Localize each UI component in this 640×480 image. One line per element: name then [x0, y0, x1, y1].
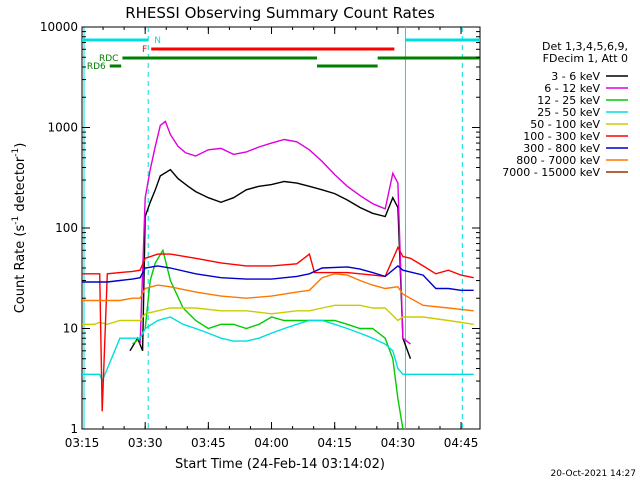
legend-label-6: 300 - 800 keV: [523, 142, 600, 155]
flag-label-f: F: [142, 45, 147, 55]
series-line-5: [82, 245, 474, 412]
legend-label-4: 50 - 100 keV: [530, 118, 600, 131]
legend-header-1: FDecim 1, Att 0: [543, 52, 628, 65]
series-line-0: [129, 168, 412, 360]
legend-label-8: 7000 - 15000 keV: [502, 166, 600, 179]
y-tick-label-2: 100: [55, 221, 78, 235]
footer-timestamp: 20-Oct-2021 14:27: [551, 469, 636, 479]
flag-label-rdc: RDC: [99, 54, 118, 64]
x-tick-label-6: 04:45: [444, 436, 479, 450]
series-line-4: [82, 304, 474, 326]
flag-label-rd6: RD6: [87, 62, 106, 72]
series-line-1: [139, 120, 411, 345]
y-axis-label: Count Rate (s-1 detector-1): [11, 143, 28, 314]
legend-label-5: 100 - 300 keV: [523, 130, 600, 143]
series-line-3: [82, 316, 474, 383]
y-axis-label-middle: detector: [13, 156, 28, 216]
series-line-7: [82, 273, 474, 312]
x-axis-label: Start Time (24-Feb-14 03:14:02): [175, 457, 385, 472]
legend-label-1: 6 - 12 keV: [544, 82, 600, 95]
legend: Det 1,3,4,5,6,9,FDecim 1, Att 0 3 - 6 keV…: [502, 40, 628, 179]
legend-label-7: 800 - 7000 keV: [516, 154, 600, 167]
axis-ticks: 03:15 03:30 03:45 04:00 04:15 04:30 04:45 1 10 10…: [40, 20, 480, 450]
y-tick-label-3: 1000: [47, 121, 78, 135]
series-line-2: [132, 248, 404, 430]
flag-label-n: N: [154, 36, 161, 46]
y-tick-label-1: 10: [63, 322, 78, 336]
series-line-6: [82, 264, 474, 291]
x-tick-label-5: 04:30: [381, 436, 416, 450]
x-tick-label-1: 03:30: [128, 436, 163, 450]
chart-title: RHESSI Observing Summary Count Rates: [125, 4, 435, 22]
y-axis-label-exponent-2: -1: [11, 148, 21, 157]
x-tick-label-3: 04:00: [254, 436, 289, 450]
y-tick-label-4: 10000: [40, 20, 78, 34]
x-tick-label-4: 04:15: [317, 436, 352, 450]
x-tick-label-2: 03:45: [191, 436, 226, 450]
y-axis-label-main: Count Rate (s: [13, 225, 28, 314]
legend-label-0: 3 - 6 keV: [551, 70, 600, 83]
legend-header-0: Det 1,3,4,5,6,9,: [542, 40, 628, 53]
x-tick-label-0: 03:15: [65, 436, 100, 450]
y-axis-label-exponent-1: -1: [11, 216, 21, 225]
legend-label-2: 12 - 25 keV: [537, 94, 600, 107]
y-axis-label-close: ): [13, 143, 28, 148]
series-lines: [82, 120, 474, 430]
y-tick-label-0: 1: [70, 422, 78, 436]
legend-label-3: 25 - 50 keV: [537, 106, 600, 119]
